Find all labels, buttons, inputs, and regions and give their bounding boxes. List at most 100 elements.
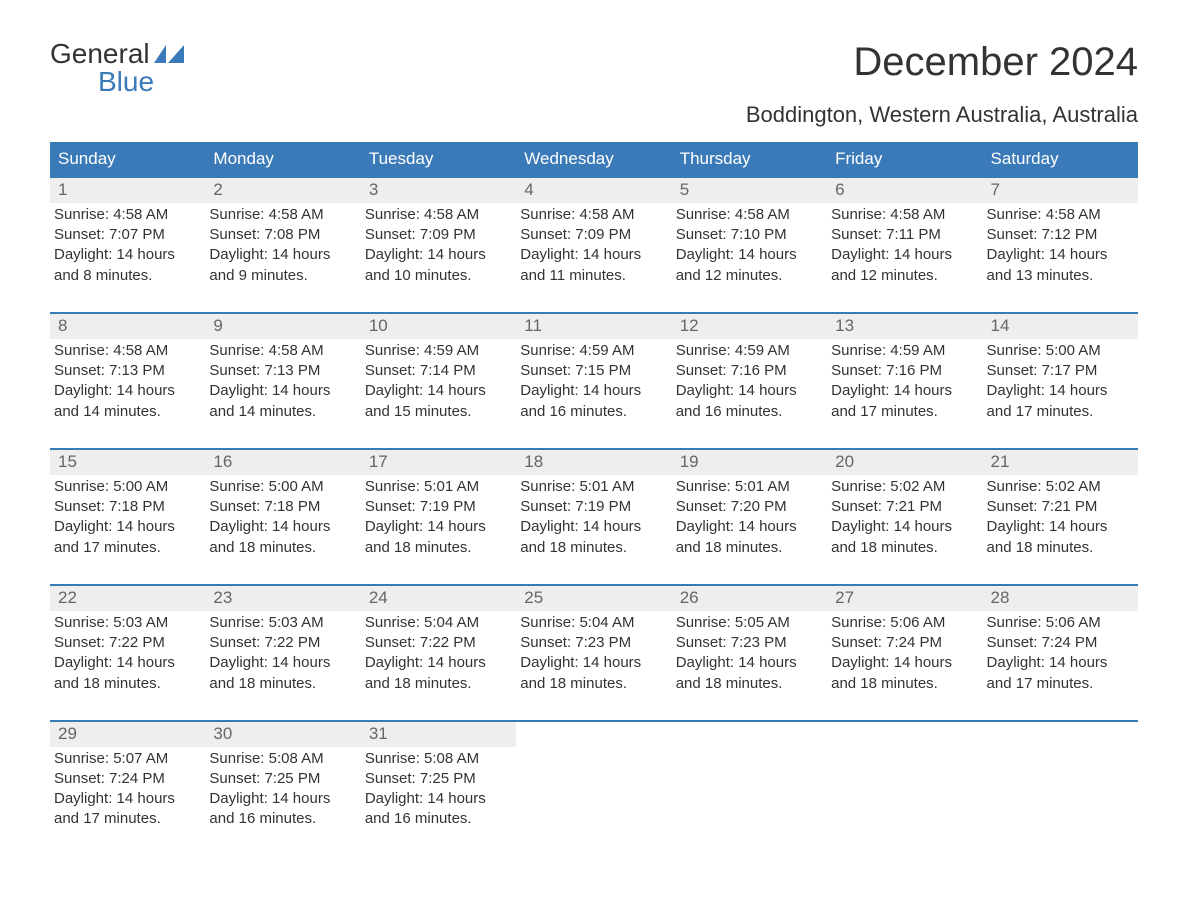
day-cell: 30Sunrise: 5:08 AMSunset: 7:25 PMDayligh…	[205, 722, 360, 830]
day-daylight1: Daylight: 14 hours	[676, 517, 823, 537]
day-sunrise: Sunrise: 5:03 AM	[209, 613, 356, 633]
day-sunrise: Sunrise: 5:01 AM	[520, 477, 667, 497]
day-sunset: Sunset: 7:09 PM	[365, 225, 512, 245]
day-sunrise: Sunrise: 4:58 AM	[54, 205, 201, 225]
day-sunset: Sunset: 7:07 PM	[54, 225, 201, 245]
day-cell: 10Sunrise: 4:59 AMSunset: 7:14 PMDayligh…	[361, 314, 516, 422]
day-sunset: Sunset: 7:18 PM	[54, 497, 201, 517]
day-daylight2: and 16 minutes.	[365, 809, 512, 829]
day-daylight1: Daylight: 14 hours	[676, 381, 823, 401]
day-sunset: Sunset: 7:23 PM	[676, 633, 823, 653]
day-sunset: Sunset: 7:24 PM	[54, 769, 201, 789]
day-number: 30	[205, 722, 360, 747]
day-sunrise: Sunrise: 4:58 AM	[209, 341, 356, 361]
day-sunrise: Sunrise: 5:08 AM	[209, 749, 356, 769]
week-row: 22Sunrise: 5:03 AMSunset: 7:22 PMDayligh…	[50, 584, 1138, 694]
day-cell: 27Sunrise: 5:06 AMSunset: 7:24 PMDayligh…	[827, 586, 982, 694]
day-sunrise: Sunrise: 5:05 AM	[676, 613, 823, 633]
day-daylight1: Daylight: 14 hours	[520, 381, 667, 401]
day-daylight2: and 14 minutes.	[54, 402, 201, 422]
location-subtitle: Boddington, Western Australia, Australia	[50, 102, 1138, 128]
day-number: 12	[672, 314, 827, 339]
day-number: 23	[205, 586, 360, 611]
page-title: December 2024	[853, 40, 1138, 85]
day-sunset: Sunset: 7:19 PM	[365, 497, 512, 517]
day-sunset: Sunset: 7:13 PM	[209, 361, 356, 381]
day-number: 24	[361, 586, 516, 611]
day-daylight1: Daylight: 14 hours	[365, 653, 512, 673]
day-daylight2: and 15 minutes.	[365, 402, 512, 422]
day-number: 26	[672, 586, 827, 611]
day-sunrise: Sunrise: 5:01 AM	[365, 477, 512, 497]
day-daylight2: and 14 minutes.	[209, 402, 356, 422]
day-sunrise: Sunrise: 5:00 AM	[987, 341, 1134, 361]
day-number: 14	[983, 314, 1138, 339]
day-number: 21	[983, 450, 1138, 475]
day-sunset: Sunset: 7:22 PM	[365, 633, 512, 653]
day-cell: 25Sunrise: 5:04 AMSunset: 7:23 PMDayligh…	[516, 586, 671, 694]
day-daylight2: and 18 minutes.	[54, 674, 201, 694]
day-sunset: Sunset: 7:23 PM	[520, 633, 667, 653]
day-cell: 1Sunrise: 4:58 AMSunset: 7:07 PMDaylight…	[50, 178, 205, 286]
day-daylight2: and 18 minutes.	[520, 674, 667, 694]
day-daylight2: and 17 minutes.	[987, 674, 1134, 694]
day-daylight2: and 10 minutes.	[365, 266, 512, 286]
day-cell: 9Sunrise: 4:58 AMSunset: 7:13 PMDaylight…	[205, 314, 360, 422]
day-daylight1: Daylight: 14 hours	[987, 517, 1134, 537]
logo: General Blue	[50, 40, 184, 96]
day-daylight2: and 18 minutes.	[520, 538, 667, 558]
day-sunrise: Sunrise: 5:06 AM	[831, 613, 978, 633]
dow-thursday: Thursday	[672, 142, 827, 176]
day-daylight1: Daylight: 14 hours	[520, 517, 667, 537]
day-daylight2: and 18 minutes.	[209, 674, 356, 694]
day-cell: 7Sunrise: 4:58 AMSunset: 7:12 PMDaylight…	[983, 178, 1138, 286]
day-daylight1: Daylight: 14 hours	[365, 789, 512, 809]
day-sunrise: Sunrise: 5:08 AM	[365, 749, 512, 769]
calendar: SundayMondayTuesdayWednesdayThursdayFrid…	[50, 142, 1138, 830]
day-sunrise: Sunrise: 5:00 AM	[209, 477, 356, 497]
day-daylight1: Daylight: 14 hours	[987, 245, 1134, 265]
day-sunrise: Sunrise: 4:58 AM	[831, 205, 978, 225]
day-cell: 31Sunrise: 5:08 AMSunset: 7:25 PMDayligh…	[361, 722, 516, 830]
day-sunset: Sunset: 7:22 PM	[209, 633, 356, 653]
day-daylight1: Daylight: 14 hours	[54, 245, 201, 265]
day-daylight1: Daylight: 14 hours	[209, 517, 356, 537]
week-row: 29Sunrise: 5:07 AMSunset: 7:24 PMDayligh…	[50, 720, 1138, 830]
day-sunrise: Sunrise: 4:58 AM	[209, 205, 356, 225]
day-daylight1: Daylight: 14 hours	[209, 381, 356, 401]
day-cell: 22Sunrise: 5:03 AMSunset: 7:22 PMDayligh…	[50, 586, 205, 694]
dow-saturday: Saturday	[983, 142, 1138, 176]
day-daylight2: and 8 minutes.	[54, 266, 201, 286]
day-sunset: Sunset: 7:25 PM	[365, 769, 512, 789]
logo-top: General	[50, 40, 184, 68]
day-daylight2: and 16 minutes.	[209, 809, 356, 829]
day-daylight1: Daylight: 14 hours	[54, 789, 201, 809]
flag-icon	[154, 40, 184, 68]
day-daylight2: and 18 minutes.	[831, 538, 978, 558]
day-sunset: Sunset: 7:25 PM	[209, 769, 356, 789]
day-daylight1: Daylight: 14 hours	[209, 789, 356, 809]
day-sunset: Sunset: 7:17 PM	[987, 361, 1134, 381]
day-daylight2: and 17 minutes.	[831, 402, 978, 422]
day-sunrise: Sunrise: 4:59 AM	[365, 341, 512, 361]
day-cell: 13Sunrise: 4:59 AMSunset: 7:16 PMDayligh…	[827, 314, 982, 422]
day-sunrise: Sunrise: 4:58 AM	[365, 205, 512, 225]
day-daylight1: Daylight: 14 hours	[209, 245, 356, 265]
day-cell: 6Sunrise: 4:58 AMSunset: 7:11 PMDaylight…	[827, 178, 982, 286]
day-daylight1: Daylight: 14 hours	[520, 245, 667, 265]
week-row: 8Sunrise: 4:58 AMSunset: 7:13 PMDaylight…	[50, 312, 1138, 422]
day-sunset: Sunset: 7:15 PM	[520, 361, 667, 381]
day-daylight2: and 16 minutes.	[520, 402, 667, 422]
day-number: 5	[672, 178, 827, 203]
day-cell: 2Sunrise: 4:58 AMSunset: 7:08 PMDaylight…	[205, 178, 360, 286]
day-number: 15	[50, 450, 205, 475]
day-cell: 15Sunrise: 5:00 AMSunset: 7:18 PMDayligh…	[50, 450, 205, 558]
dow-friday: Friday	[827, 142, 982, 176]
day-daylight1: Daylight: 14 hours	[676, 245, 823, 265]
day-sunset: Sunset: 7:16 PM	[831, 361, 978, 381]
day-sunset: Sunset: 7:12 PM	[987, 225, 1134, 245]
day-cell: 14Sunrise: 5:00 AMSunset: 7:17 PMDayligh…	[983, 314, 1138, 422]
day-cell: 20Sunrise: 5:02 AMSunset: 7:21 PMDayligh…	[827, 450, 982, 558]
day-sunset: Sunset: 7:24 PM	[987, 633, 1134, 653]
dow-monday: Monday	[205, 142, 360, 176]
